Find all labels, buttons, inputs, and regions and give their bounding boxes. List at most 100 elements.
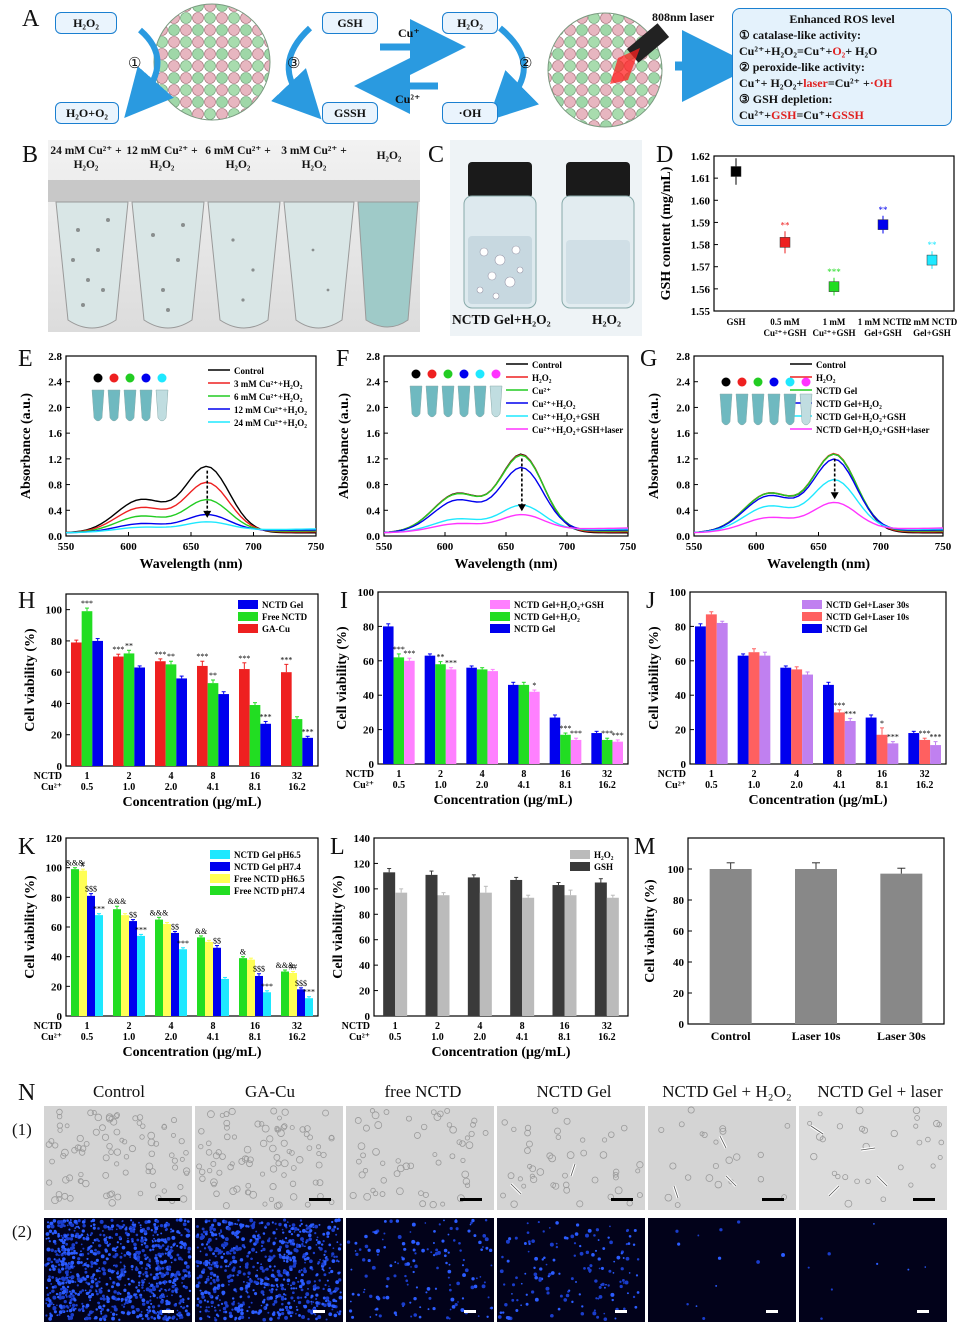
nucleus (207, 1306, 210, 1309)
nucleus (62, 1257, 66, 1261)
cell (106, 1191, 114, 1199)
nanoparticle-left (153, 3, 271, 121)
nucleus (98, 1280, 101, 1283)
nucleus (144, 1313, 149, 1318)
nucleus (288, 1224, 291, 1228)
cell (465, 1141, 474, 1149)
nucleus (154, 1312, 158, 1315)
nucleus (301, 1228, 306, 1233)
nucleus (315, 1304, 319, 1308)
nucleus (236, 1223, 238, 1226)
nucleus (516, 1298, 519, 1302)
nucleus (147, 1305, 151, 1309)
x-tick-label-2: 2.0 (165, 782, 178, 793)
nucleus (715, 1284, 718, 1287)
nucleus (147, 1264, 151, 1268)
nucleus (79, 1253, 83, 1257)
nucleus (286, 1221, 289, 1224)
legend-label: NCTD Gel (826, 624, 868, 634)
nucleus (228, 1221, 231, 1225)
x-tick-label-2: 0.5 (389, 1032, 402, 1043)
y-tick-label: 1.59 (691, 217, 711, 229)
nucleus (64, 1262, 68, 1266)
nucleus (77, 1219, 81, 1223)
y-tick-label: 60 (675, 656, 687, 668)
x-tick-label: Laser 10s (792, 1029, 841, 1043)
nucleus (224, 1310, 228, 1314)
nucleus (52, 1239, 57, 1244)
nucleus (635, 1274, 639, 1277)
bar (249, 705, 261, 766)
nucleus (118, 1236, 122, 1239)
nucleus (275, 1294, 279, 1299)
nucleus (206, 1315, 210, 1318)
nucleus (320, 1243, 324, 1246)
nucleus (213, 1306, 216, 1309)
nucleus (86, 1233, 89, 1236)
nucleus (375, 1313, 378, 1316)
bar (247, 959, 255, 1016)
nucleus (278, 1239, 282, 1243)
cell (60, 1152, 67, 1159)
nucleus (216, 1247, 220, 1251)
nucleus (111, 1237, 114, 1239)
nucleus (70, 1251, 74, 1255)
nucleus (256, 1269, 259, 1272)
nucleus (234, 1306, 239, 1311)
nucleus (416, 1241, 420, 1246)
nucleus (102, 1271, 107, 1276)
nucleus (454, 1219, 458, 1224)
sig-label: ** (879, 205, 889, 215)
nucleus (237, 1302, 240, 1305)
cell (79, 1145, 87, 1152)
nucleus (257, 1277, 260, 1281)
nucleus (176, 1270, 180, 1275)
nucleus (46, 1257, 51, 1262)
nucleus (160, 1296, 163, 1299)
cell (51, 1196, 59, 1205)
bar (95, 915, 103, 1016)
cell (258, 1121, 265, 1127)
cell (449, 1126, 457, 1134)
cell (855, 1106, 864, 1115)
nucleus (597, 1239, 600, 1241)
nucleus (332, 1247, 335, 1250)
nucleus (235, 1247, 240, 1252)
cell (238, 1158, 246, 1165)
nucleus (430, 1251, 433, 1254)
nucleus (217, 1222, 222, 1227)
nucleus (229, 1261, 233, 1265)
nucleus (383, 1232, 386, 1235)
bar (487, 671, 498, 764)
cell (459, 1140, 466, 1147)
nucleus (228, 1274, 233, 1278)
nucleus (228, 1283, 230, 1286)
x-tick-label: 700 (245, 541, 262, 553)
nucleus (255, 1230, 258, 1233)
nucleus (58, 1278, 61, 1281)
nucleus (258, 1222, 262, 1225)
nucleus (579, 1244, 582, 1248)
nucleus (58, 1238, 61, 1241)
nucleus (336, 1241, 339, 1243)
nucleus (149, 1285, 151, 1288)
fluorescence-tile (799, 1218, 947, 1322)
nucleus (94, 1248, 97, 1252)
nucleus (271, 1288, 274, 1291)
cell (530, 1175, 538, 1184)
nucleus (303, 1257, 307, 1261)
nucleus (84, 1289, 87, 1292)
bar (705, 614, 717, 764)
cell (205, 1140, 212, 1147)
nucleus (184, 1227, 187, 1231)
nucleus (213, 1273, 217, 1277)
cell (781, 1194, 787, 1200)
y-tick-label: 0 (679, 1019, 685, 1031)
y-tick-label: 1.6 (676, 428, 690, 440)
nucleus (335, 1255, 338, 1258)
inset-dot (801, 377, 811, 387)
nucleus (634, 1305, 638, 1309)
arrow-step1 (124, 27, 174, 119)
cell (56, 1113, 63, 1120)
nucleus (534, 1275, 538, 1280)
